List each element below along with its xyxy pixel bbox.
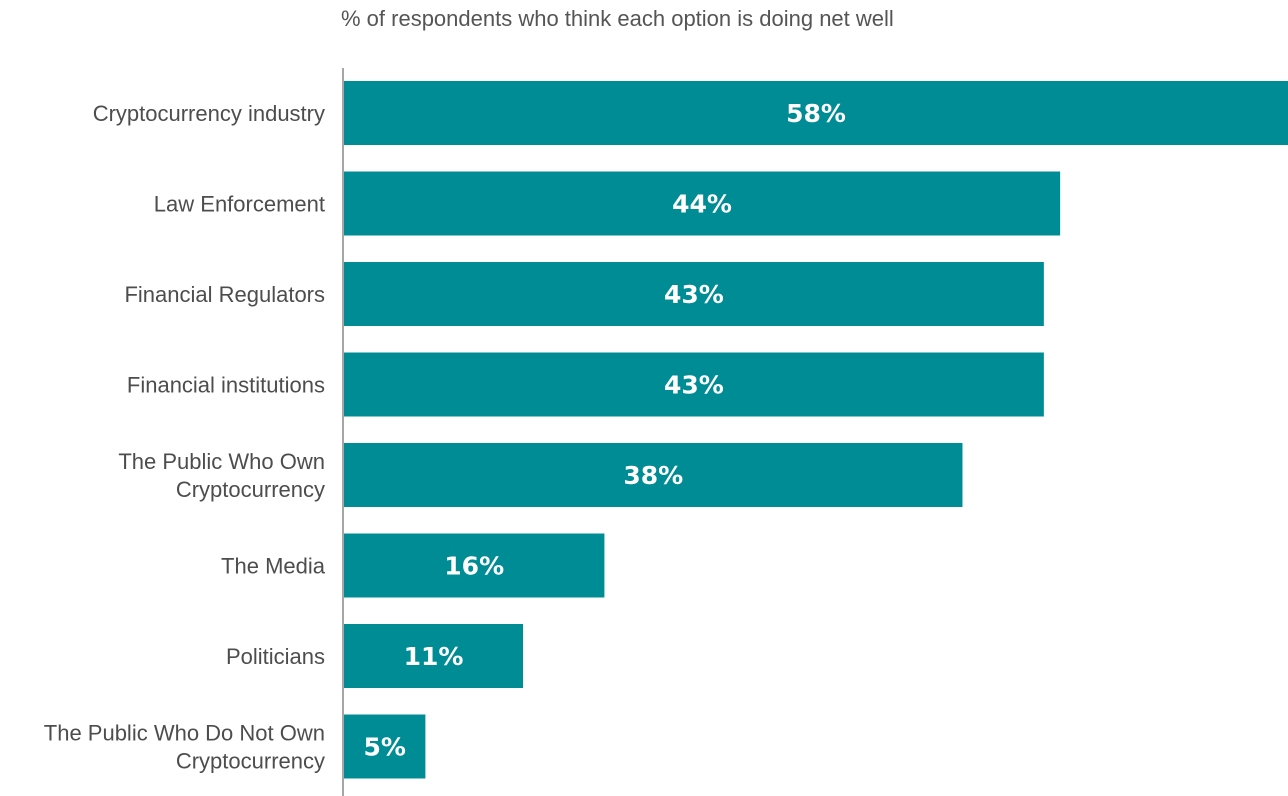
value-label-3: 43% (664, 280, 724, 309)
bars-group (344, 81, 1288, 779)
chart-subtitle: % of respondents who think each option i… (341, 6, 894, 31)
category-label-4: Financial institutions (127, 373, 325, 398)
category-label-8: The Public Who Do Not Own Cryptocurrency (44, 721, 325, 774)
category-label-6: The Media (221, 554, 326, 579)
category-label-7: Politicians (226, 644, 325, 669)
bar-1 (344, 81, 1288, 145)
value-label-1: 58% (786, 99, 846, 128)
value-label-7: 11% (404, 642, 464, 671)
bar-2 (344, 171, 1061, 236)
category-label-5: The Public Who Own Cryptocurrency (118, 449, 325, 502)
value-label-4: 43% (664, 371, 724, 400)
value-label-5: 38% (623, 461, 683, 490)
bar-8 (344, 714, 426, 779)
category-label-line: The Media (221, 554, 326, 579)
category-label-2: Law Enforcement (154, 192, 325, 217)
category-label-line: Politicians (226, 644, 325, 669)
value-labels-group: 58% 44% 43% 43% 38% 16% 11% 5% (363, 99, 845, 762)
value-label-8: 5% (363, 733, 405, 762)
category-label-line: Law Enforcement (154, 192, 325, 217)
bar-6 (344, 533, 605, 598)
bar-7 (344, 624, 524, 688)
category-label-line: Cryptocurrency (176, 477, 325, 502)
bar-4 (344, 352, 1044, 417)
category-label-line: Cryptocurrency industry (93, 101, 325, 126)
bar-3 (344, 262, 1044, 326)
category-label-line: Financial Regulators (124, 282, 325, 307)
category-label-3: Financial Regulators (124, 282, 325, 307)
category-label-line: The Public Who Own (118, 449, 325, 474)
category-label-line: Cryptocurrency (176, 749, 325, 774)
category-labels-group: Cryptocurrency industry Law Enforcement Fi… (44, 101, 326, 774)
bar-5 (344, 443, 963, 507)
category-label-1: Cryptocurrency industry (93, 101, 325, 126)
category-label-line: Financial institutions (127, 373, 325, 398)
value-label-2: 44% (672, 190, 732, 219)
value-label-6: 16% (444, 552, 504, 581)
category-label-line: The Public Who Do Not Own (44, 721, 325, 746)
